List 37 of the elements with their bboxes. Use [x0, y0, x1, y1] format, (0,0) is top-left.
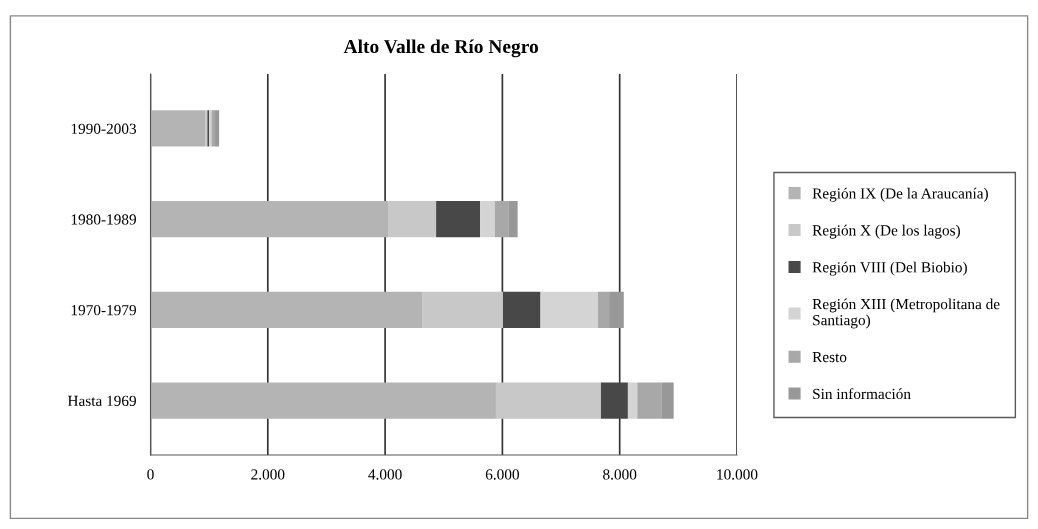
- y-tick-label: 1990-2003: [71, 123, 137, 134]
- x-tick-label: 0: [147, 469, 154, 480]
- legend-label: Región XIII (Metropolitana de Santiago): [812, 298, 1000, 329]
- x-tick-label: 10.000: [717, 469, 758, 480]
- bar: [508, 201, 518, 238]
- bar: [150, 110, 206, 147]
- bar: [609, 291, 624, 328]
- legend-label: Resto: [812, 352, 847, 363]
- legend-label: Sin información: [813, 388, 911, 400]
- x-tick-label: 2.000: [251, 469, 285, 480]
- bar: [495, 382, 601, 419]
- legend-label: Región VIII (Del Biobio): [812, 261, 967, 276]
- bar: [436, 201, 481, 238]
- y-tick-label: 1970-1979: [71, 304, 136, 316]
- bar: [597, 291, 610, 328]
- bar: [494, 201, 509, 238]
- legend-label: Región X (De los lagos): [812, 224, 960, 239]
- bar: [627, 382, 638, 419]
- bar: [600, 382, 628, 419]
- bar: [150, 382, 496, 419]
- bar: [637, 382, 662, 419]
- bar: [502, 291, 541, 328]
- x-tick-label: 4.000: [368, 469, 402, 480]
- bar: [540, 291, 598, 328]
- chart-title: Alto Valle de Río Negro: [343, 39, 538, 58]
- bar: [480, 201, 495, 238]
- x-tick-label: 8.000: [603, 469, 637, 480]
- x-tick-label: 6.000: [485, 469, 519, 480]
- bar: [150, 201, 389, 238]
- bar: [422, 291, 503, 328]
- y-tick-label: Hasta 1969: [67, 395, 136, 406]
- y-tick-label: 1980-1989: [71, 214, 136, 225]
- bar: [150, 291, 423, 328]
- legend-label: Región IX (De la Araucanía): [812, 187, 988, 202]
- bar: [661, 382, 674, 419]
- bar: [388, 201, 437, 238]
- bar: [215, 110, 220, 147]
